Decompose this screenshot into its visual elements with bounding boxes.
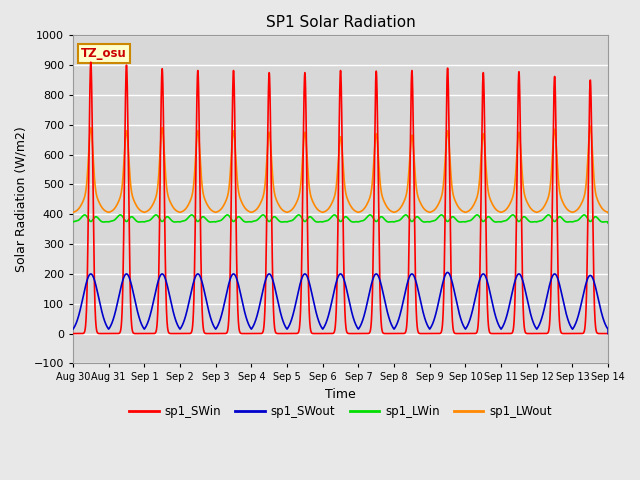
Y-axis label: Solar Radiation (W/m2): Solar Radiation (W/m2) [15, 127, 28, 272]
sp1_SWin [460, 331, 468, 336]
sp1_LWout [460, 209, 468, 215]
sp1_LWin [582, 213, 589, 218]
sp1_SWin [575, 331, 583, 336]
sp1_LWin [460, 219, 468, 225]
sp1_SWin [323, 331, 330, 336]
sp1_SWout [575, 310, 583, 316]
X-axis label: Time: Time [325, 388, 356, 401]
sp1_LWout [323, 208, 330, 214]
sp1_LWin [251, 218, 259, 224]
sp1_SWin [69, 331, 77, 336]
sp1_LWout [69, 209, 77, 215]
sp1_LWin [323, 218, 330, 224]
sp1_SWout [476, 278, 483, 284]
sp1_SWin [87, 60, 95, 65]
sp1_LWout [604, 210, 612, 216]
sp1_SWout [604, 331, 612, 336]
sp1_LWout [476, 181, 483, 187]
sp1_SWout [444, 270, 451, 276]
Line: sp1_SWout: sp1_SWout [73, 273, 608, 334]
sp1_SWout [251, 320, 259, 325]
sp1_SWout [323, 320, 330, 325]
Text: TZ_osu: TZ_osu [81, 47, 127, 60]
sp1_LWout [251, 208, 259, 214]
sp1_LWin [476, 214, 483, 219]
Line: sp1_LWout: sp1_LWout [73, 126, 608, 213]
sp1_SWin [582, 315, 589, 321]
Title: SP1 Solar Radiation: SP1 Solar Radiation [266, 15, 415, 30]
Line: sp1_LWin: sp1_LWin [73, 215, 608, 223]
sp1_LWout [582, 186, 589, 192]
sp1_LWout [575, 205, 583, 211]
sp1_SWout [582, 282, 589, 288]
Line: sp1_SWin: sp1_SWin [73, 62, 608, 334]
sp1_SWout [69, 326, 77, 332]
sp1_LWin [69, 219, 77, 225]
sp1_LWin [575, 216, 583, 222]
sp1_LWin [438, 212, 445, 218]
sp1_SWin [476, 297, 483, 302]
sp1_SWout [460, 324, 468, 330]
sp1_LWin [604, 220, 612, 226]
sp1_SWin [251, 331, 259, 336]
Legend: sp1_SWin, sp1_SWout, sp1_LWin, sp1_LWout: sp1_SWin, sp1_SWout, sp1_LWin, sp1_LWout [125, 401, 557, 423]
sp1_LWout [586, 123, 594, 129]
sp1_SWin [604, 331, 612, 336]
